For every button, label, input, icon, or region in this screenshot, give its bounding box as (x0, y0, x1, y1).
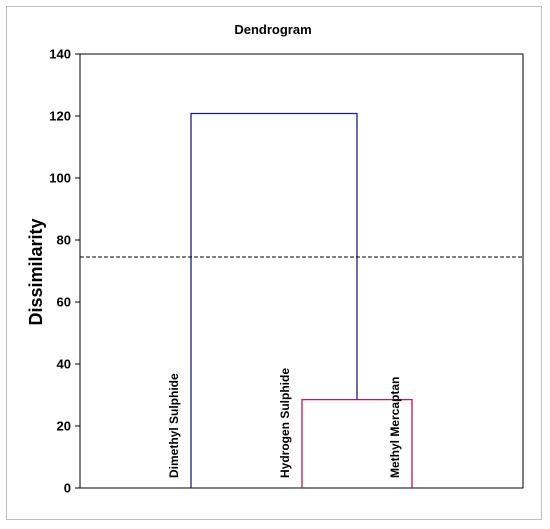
y-tick-label: 120 (49, 109, 71, 124)
chart-frame (6, 6, 542, 520)
y-tick-label: 0 (64, 481, 71, 496)
leaf-label: Hydrogen Sulphide (278, 368, 292, 478)
y-tick-label: 80 (57, 233, 71, 248)
y-axis-label: Dissimilarity (26, 218, 46, 325)
y-tick-label: 60 (57, 295, 71, 310)
y-tick-label: 140 (49, 47, 71, 62)
dendrogram-links (190, 112, 413, 488)
chart-title: Dendrogram (234, 22, 311, 37)
y-tick-label: 40 (57, 357, 71, 372)
dendrogram-link-2 (190, 112, 358, 488)
y-tick-label: 100 (49, 171, 71, 186)
leaf-label: Dimethyl Sulphide (167, 373, 181, 478)
leaf-labels: Dimethyl Sulphide Hydrogen Sulphide Methyl… (167, 368, 402, 478)
y-tick-label: 20 (57, 419, 71, 434)
y-axis-ticks: 0 20 40 60 80 100 120 140 (49, 47, 80, 496)
leaf-label: Methyl Mercaptan (388, 377, 402, 478)
